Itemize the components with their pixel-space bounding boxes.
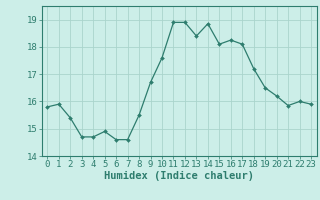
X-axis label: Humidex (Indice chaleur): Humidex (Indice chaleur) [104, 171, 254, 181]
